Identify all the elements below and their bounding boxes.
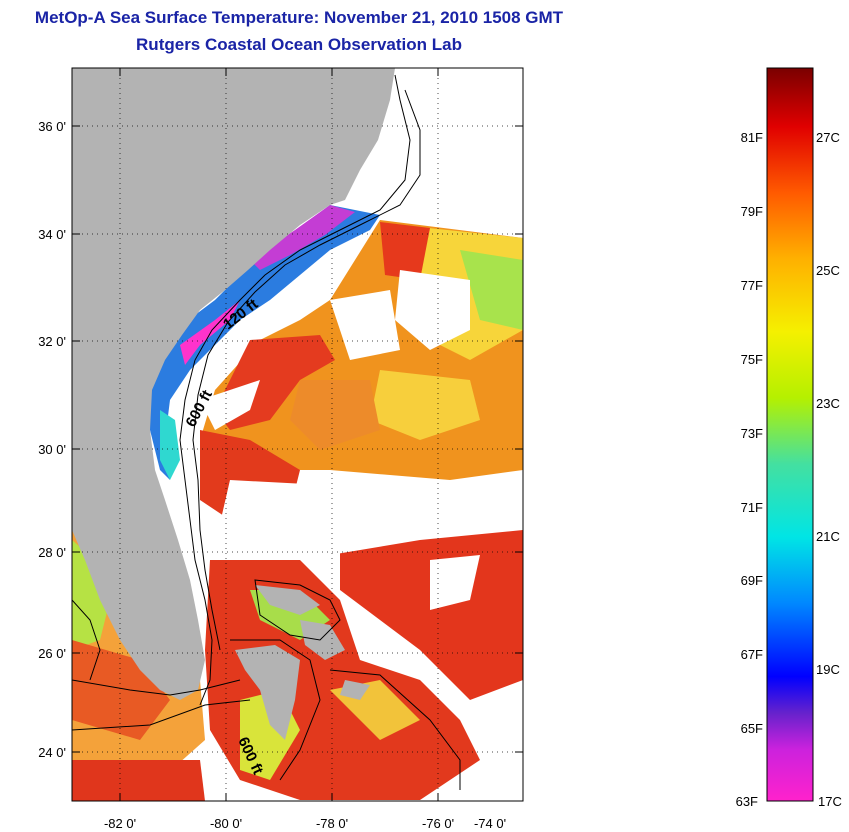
page-title: MetOp-A Sea Surface Temperature: Novembe… (34, 8, 564, 27)
colorbar-f-label: 71F (741, 500, 763, 515)
colorbar-f-label: 73F (741, 426, 763, 441)
colorbar-f-label: 67F (741, 647, 763, 662)
latitude-labels: 36 0' 34 0' 32 0' 30 0' 28 0' 26 0' 24 0… (38, 119, 66, 760)
lon-label: -80 0' (210, 816, 242, 831)
colorbar-f-label: 63F (736, 794, 758, 809)
map-panel: 120 ft 600 ft 600 ft (72, 68, 523, 801)
longitude-labels: -82 0' -80 0' -78 0' -76 0' -74 0' (104, 816, 506, 831)
lat-label: 26 0' (38, 646, 66, 661)
colorbar-f-label: 79F (741, 204, 763, 219)
colorbar-c-label: 21C (816, 529, 840, 544)
colorbar-c-label: 19C (816, 662, 840, 677)
colorbar-f-label: 69F (741, 573, 763, 588)
lat-label: 32 0' (38, 334, 66, 349)
colorbar-fahrenheit-labels: 81F 79F 77F 75F 73F 71F 69F 67F 65F 63F (736, 130, 763, 809)
axis-ticks (72, 68, 523, 801)
page-subtitle: Rutgers Coastal Ocean Observation Lab (136, 35, 462, 54)
lat-label: 30 0' (38, 442, 66, 457)
lon-label: -82 0' (104, 816, 136, 831)
lon-label: -78 0' (316, 816, 348, 831)
colorbar-c-label: 23C (816, 396, 840, 411)
colorbar-f-label: 77F (741, 278, 763, 293)
lon-label: -76 0' (422, 816, 454, 831)
colorbar-f-label: 65F (741, 721, 763, 736)
colorbar-c-label: 17C (818, 794, 842, 809)
lat-label: 36 0' (38, 119, 66, 134)
lat-label: 24 0' (38, 745, 66, 760)
lat-label: 34 0' (38, 227, 66, 242)
colorbar-celsius-labels: 27C 25C 23C 21C 19C 17C (816, 130, 842, 809)
colorbar-c-label: 25C (816, 263, 840, 278)
lon-label: -74 0' (474, 816, 506, 831)
colorbar-gradient (766, 67, 814, 802)
colorbar-f-label: 75F (741, 352, 763, 367)
land-mass (72, 68, 395, 740)
lat-label: 28 0' (38, 545, 66, 560)
cloud-mask (200, 270, 523, 610)
colorbar-c-label: 27C (816, 130, 840, 145)
bathymetry-contours (72, 74, 461, 790)
map-frame (71, 67, 524, 802)
graticule (72, 68, 523, 801)
colorbar: 81F 79F 77F 75F 73F 71F 69F 67F 65F 63F … (736, 67, 842, 809)
colorbar-f-label: 81F (741, 130, 763, 145)
